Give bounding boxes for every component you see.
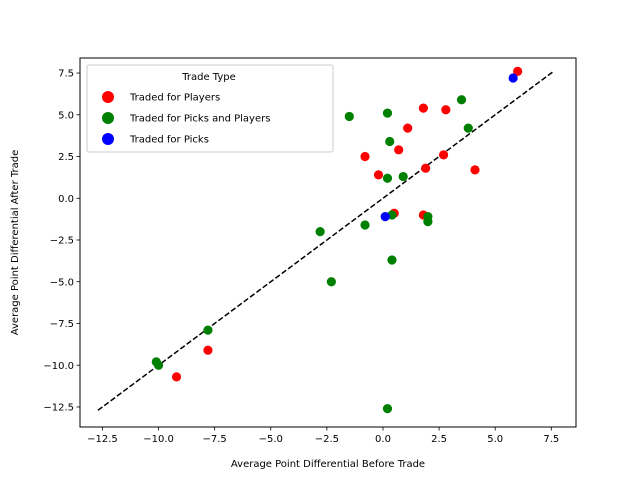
y-tick-label: −7.5 <box>50 319 74 330</box>
point-traded-for-picks-and-players <box>385 136 395 147</box>
legend-label: Traded for Picks <box>129 135 209 146</box>
y-tick-label: −12.5 <box>43 403 74 414</box>
x-tick-label: 2.5 <box>431 434 447 445</box>
y-axis-ticks: −12.5 −10.0 −7.5 −5.0 −2.5 0.0 2.5 5.0 7.5 <box>43 69 80 414</box>
point-traded-for-players <box>403 123 413 133</box>
point-traded-for-players <box>438 150 449 160</box>
x-tick-label: 5.0 <box>487 434 503 445</box>
point-traded-for-picks-and-players <box>382 404 393 414</box>
point-traded-for-picks-and-players <box>387 255 397 265</box>
point-traded-for-players <box>394 145 404 155</box>
point-traded-for-picks-and-players <box>344 111 354 122</box>
x-tick-label: 0.0 <box>375 434 391 445</box>
x-tick-label: −2.5 <box>315 434 339 445</box>
y-tick-label: −5.0 <box>50 277 74 288</box>
point-traded-for-picks-and-players <box>382 108 393 118</box>
x-tick-label: −5.0 <box>259 434 283 445</box>
point-traded-for-picks-and-players <box>326 277 336 287</box>
point-traded-for-players <box>441 105 451 115</box>
x-axis-label: Average Point Differential Before Trade <box>231 459 425 470</box>
legend-entries: Traded for Players Traded for Picks and P… <box>102 91 270 146</box>
y-tick-label: 5.0 <box>58 110 74 121</box>
point-traded-for-picks-and-players <box>398 171 408 182</box>
y-axis-label: Average Point Differential After Trade <box>10 150 21 336</box>
y-tick-label: 0.0 <box>58 194 74 205</box>
point-traded-for-players <box>470 165 480 175</box>
point-traded-for-players <box>513 66 523 76</box>
point-traded-for-players <box>373 170 384 180</box>
x-tick-label: 7.5 <box>543 434 559 445</box>
point-traded-for-picks-and-players <box>153 360 164 370</box>
x-axis-ticks: −12.5 −10.0 −7.5 −5.0 −2.5 0.0 2.5 5.0 7.5 <box>87 427 559 445</box>
y-tick-label: −2.5 <box>50 236 74 247</box>
x-tick-label: −12.5 <box>87 434 118 445</box>
y-tick-label: 2.5 <box>58 152 74 163</box>
point-traded-for-picks-and-players <box>463 123 473 133</box>
legend-marker <box>102 133 114 145</box>
point-traded-for-picks <box>380 212 390 222</box>
point-traded-for-picks-and-players <box>203 325 213 335</box>
point-traded-for-picks-and-players <box>315 227 325 237</box>
point-traded-for-players <box>171 372 182 382</box>
legend-marker <box>102 91 114 103</box>
point-traded-for-picks <box>508 73 518 83</box>
point-traded-for-players <box>203 345 213 355</box>
y-tick-label: 7.5 <box>58 69 74 80</box>
point-traded-for-picks-and-players <box>382 173 393 183</box>
point-traded-for-players <box>360 151 370 162</box>
plot-area-frame <box>79 57 577 428</box>
legend-box <box>86 64 334 153</box>
point-traded-for-picks-and-players <box>360 220 370 230</box>
legend-label: Traded for Picks and Players <box>129 114 270 125</box>
data-points-layer <box>151 66 523 414</box>
point-traded-for-players <box>418 103 428 113</box>
point-traded-for-picks-and-players <box>423 217 433 227</box>
point-traded-for-picks-and-players <box>456 95 467 105</box>
legend-title: Trade Type <box>181 72 236 83</box>
point-traded-for-players <box>421 163 431 173</box>
x-tick-label: −10.0 <box>143 434 174 445</box>
legend-marker <box>102 112 114 124</box>
x-tick-label: −7.5 <box>203 434 227 445</box>
y-tick-label: −10.0 <box>43 361 74 372</box>
legend-label: Traded for Players <box>129 93 220 104</box>
